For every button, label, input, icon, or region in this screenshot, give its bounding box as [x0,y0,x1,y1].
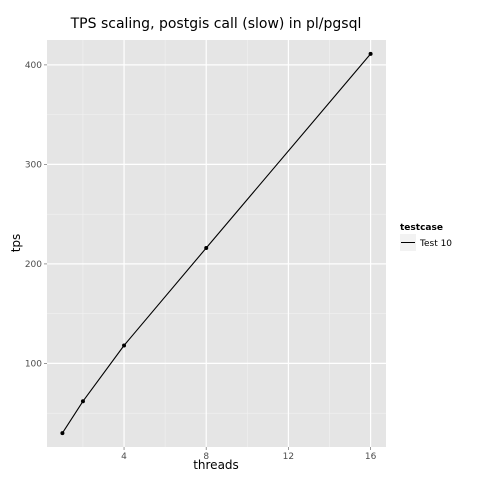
series-layer [60,51,373,436]
y-tick-label: 200 [25,260,42,270]
data-point [204,245,209,250]
data-point [80,399,85,404]
x-axis: 4 8 12 16 [121,447,377,462]
y-axis: 100 200 300 400 [25,61,47,369]
minor-gridlines [47,40,386,447]
x-axis-title: threads [193,458,239,472]
y-tick-label: 400 [25,61,42,71]
legend-label: Test 10 [419,239,452,249]
x-tick-label: 8 [203,452,209,462]
data-point [368,51,373,56]
plot-panel [47,40,386,447]
x-tick-label: 4 [121,452,127,462]
x-tick-label: 12 [283,452,294,462]
y-axis-title: tps [9,234,23,253]
x-tick-label: 16 [365,452,377,462]
data-point [60,431,65,436]
major-gridlines [47,40,386,447]
data-point [122,343,127,348]
chart-title: TPS scaling, postgis call (slow) in pl/p… [70,16,362,32]
legend-title: testcase [400,223,443,233]
y-tick-label: 100 [25,359,42,369]
y-tick-label: 300 [25,160,42,170]
legend: testcase Test 10 [400,223,452,251]
